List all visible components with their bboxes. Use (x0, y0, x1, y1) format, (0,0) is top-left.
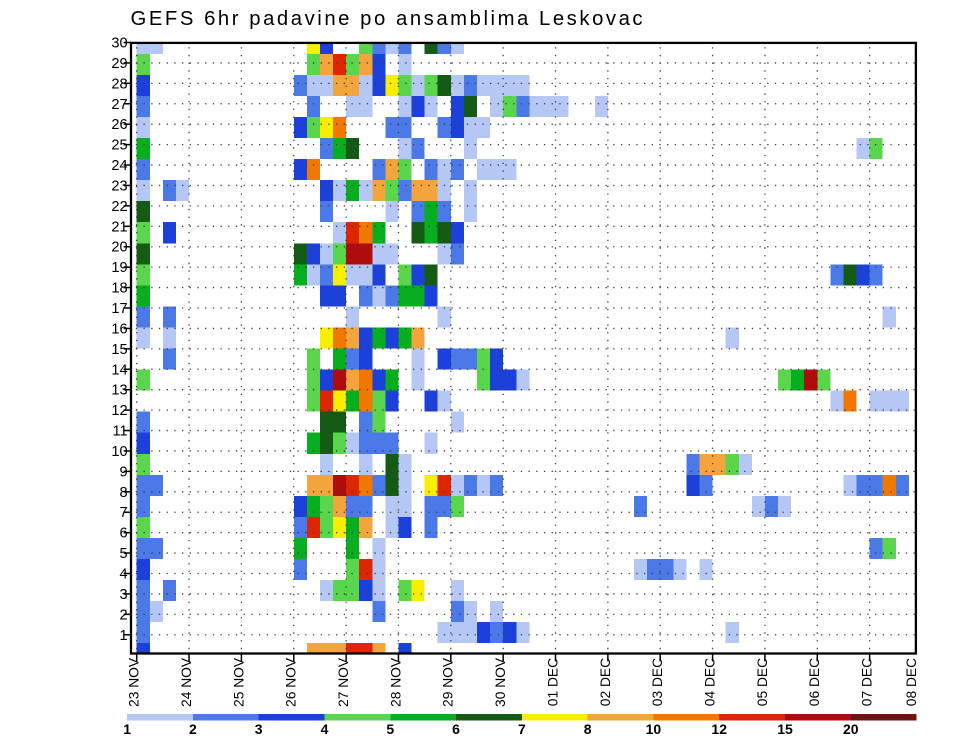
svg-text:12: 12 (111, 403, 127, 419)
svg-text:17: 17 (111, 301, 127, 317)
svg-text:4: 4 (119, 567, 127, 583)
svg-text:11: 11 (112, 424, 127, 440)
svg-text:10: 10 (111, 444, 127, 460)
svg-text:29 NOV: 29 NOV (441, 657, 456, 707)
svg-text:14: 14 (111, 362, 127, 378)
svg-text:27 NOV: 27 NOV (336, 657, 351, 707)
svg-text:5: 5 (386, 721, 394, 737)
svg-text:20: 20 (843, 721, 859, 737)
svg-text:8: 8 (584, 721, 592, 737)
svg-text:10: 10 (646, 721, 662, 737)
svg-text:22: 22 (111, 199, 127, 215)
svg-text:8: 8 (119, 485, 127, 501)
svg-text:25 NOV: 25 NOV (231, 657, 246, 707)
svg-text:08 DEC: 08 DEC (904, 658, 919, 706)
svg-text:26 NOV: 26 NOV (284, 657, 299, 707)
svg-text:07 DEC: 07 DEC (860, 658, 875, 706)
svg-text:26: 26 (111, 117, 127, 133)
svg-text:23 NOV: 23 NOV (127, 657, 142, 707)
svg-text:1: 1 (119, 628, 127, 644)
svg-text:7: 7 (119, 505, 127, 521)
svg-text:02 DEC: 02 DEC (598, 658, 613, 706)
svg-text:15: 15 (777, 721, 793, 737)
svg-text:6: 6 (452, 721, 460, 737)
svg-text:3: 3 (255, 721, 263, 737)
svg-text:21: 21 (111, 219, 127, 235)
svg-text:5: 5 (119, 546, 127, 562)
svg-text:9: 9 (119, 464, 127, 480)
svg-text:30 NOV: 30 NOV (493, 657, 508, 707)
svg-text:7: 7 (518, 721, 526, 737)
svg-text:19: 19 (111, 260, 127, 276)
svg-text:2: 2 (119, 607, 127, 623)
svg-text:06 DEC: 06 DEC (807, 658, 822, 706)
svg-text:23: 23 (111, 178, 127, 194)
svg-text:25: 25 (111, 138, 127, 154)
svg-text:3: 3 (119, 587, 127, 603)
svg-text:13: 13 (111, 383, 127, 399)
svg-text:15: 15 (111, 342, 127, 358)
svg-text:2: 2 (189, 721, 197, 737)
svg-text:28 NOV: 28 NOV (388, 657, 403, 707)
svg-text:27: 27 (111, 97, 127, 113)
svg-text:16: 16 (111, 321, 127, 337)
svg-text:18: 18 (111, 281, 127, 297)
svg-text:6: 6 (119, 526, 127, 542)
svg-text:28: 28 (111, 76, 127, 92)
svg-text:GEFS 6hr padavine po ansamblim: GEFS 6hr padavine po ansamblima Leskovac (131, 8, 646, 30)
svg-text:01 DEC: 01 DEC (545, 658, 560, 706)
svg-text:29: 29 (111, 56, 127, 72)
svg-text:03 DEC: 03 DEC (650, 658, 665, 706)
svg-text:05 DEC: 05 DEC (755, 658, 770, 706)
svg-text:24 NOV: 24 NOV (179, 657, 194, 707)
svg-text:04 DEC: 04 DEC (702, 658, 717, 706)
svg-text:24: 24 (111, 158, 127, 174)
svg-text:4: 4 (321, 721, 329, 737)
svg-text:1: 1 (123, 721, 131, 737)
svg-text:20: 20 (111, 240, 127, 256)
svg-text:12: 12 (711, 721, 727, 737)
svg-text:30: 30 (111, 36, 127, 52)
